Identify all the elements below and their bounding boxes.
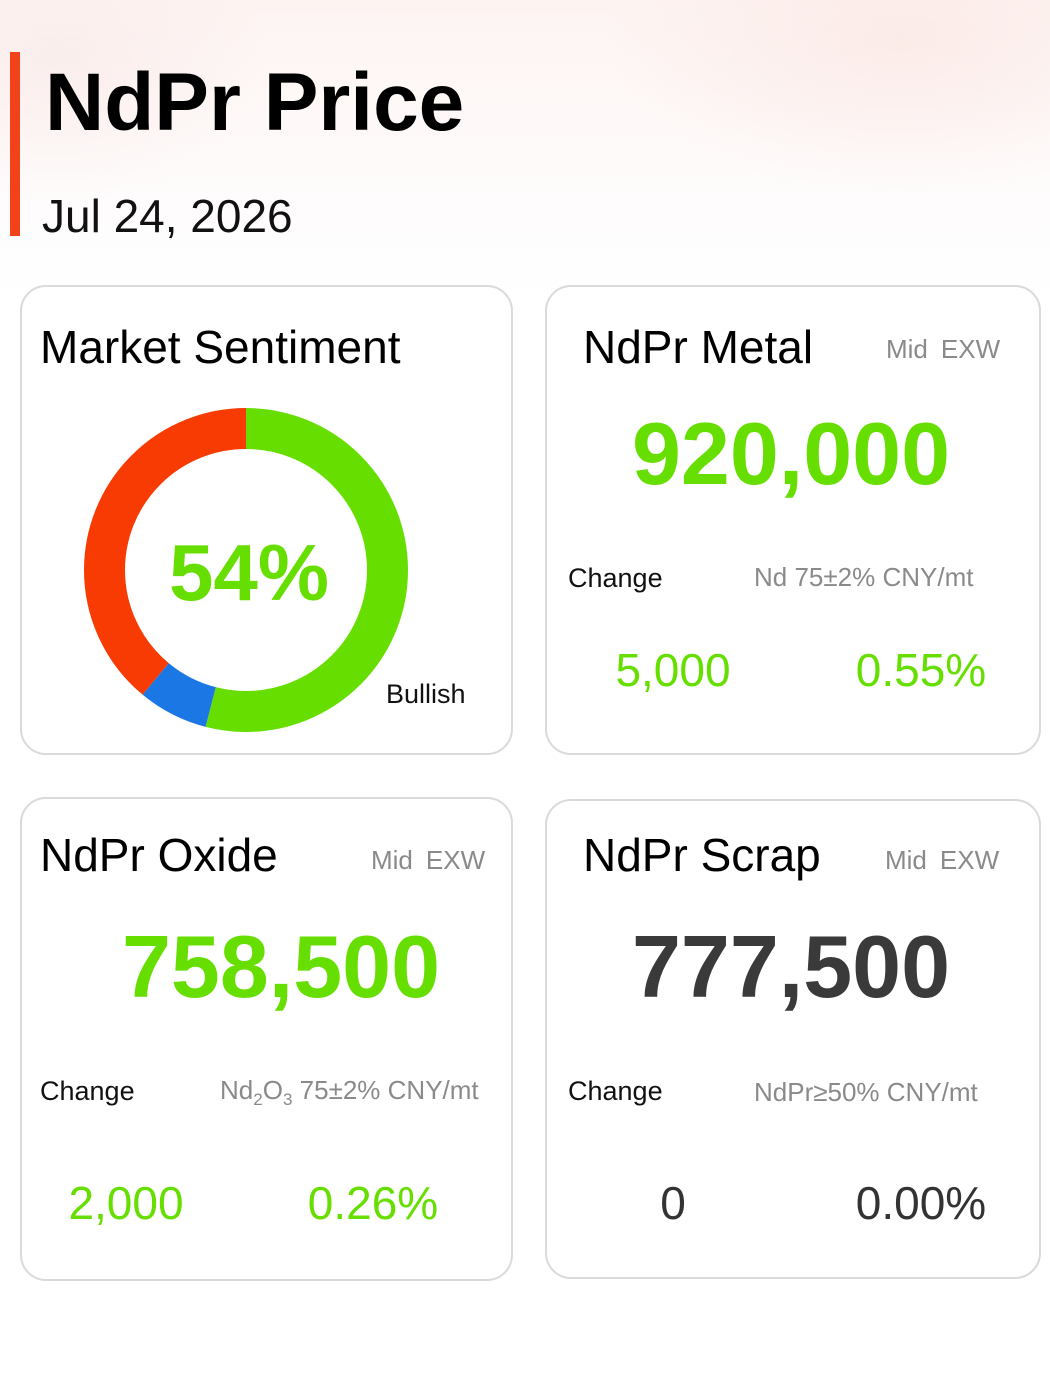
change-label: Change: [40, 1076, 135, 1106]
spec-text: 75±2% CNY/mt: [292, 1075, 479, 1105]
delivery-term: EXW: [939, 845, 1000, 875]
ndpr-oxide-card: NdPr Oxide Mid EXW 758,500 Change Nd2O3 …: [20, 797, 513, 1281]
price-meta: Mid EXW: [371, 847, 485, 873]
sentiment-donut: [84, 408, 408, 732]
sentiment-percentage: 54%: [168, 528, 330, 617]
card-title: NdPr Scrap: [583, 829, 821, 881]
spec-element: O: [262, 1075, 283, 1105]
spec-element: Nd: [220, 1075, 254, 1105]
price-meta: Mid EXW: [886, 336, 1000, 362]
card-title: NdPr Oxide: [40, 829, 278, 881]
page-title: NdPr Price: [45, 57, 465, 148]
price-date: Jul 24, 2026: [42, 190, 293, 242]
price-value: 777,500: [631, 917, 951, 1016]
title-accent-bar: [10, 52, 20, 236]
spec-subscript: 2: [253, 1090, 263, 1109]
price-meta: Mid EXW: [885, 847, 999, 873]
ndpr-metal-card: NdPr Metal Mid EXW 920,000 Change Nd 75±…: [545, 285, 1041, 755]
change-percent: 0.26%: [307, 1177, 439, 1229]
delivery-term: EXW: [425, 845, 486, 875]
change-percent: 0.00%: [855, 1177, 987, 1229]
price-type: Mid: [886, 334, 928, 364]
sentiment-label: Bullish: [386, 679, 466, 709]
change-label: Change: [568, 1076, 663, 1106]
spec-subscript: 3: [282, 1090, 293, 1109]
price-value: 920,000: [631, 404, 951, 503]
ndpr-scrap-card: NdPr Scrap Mid EXW 777,500 Change NdPr≥5…: [545, 799, 1041, 1279]
price-type: Mid: [371, 845, 413, 875]
donut-segment: [84, 408, 408, 732]
price-type: Mid: [885, 845, 927, 875]
change-amount: 0: [660, 1177, 686, 1229]
product-spec: Nd2O3 75±2% CNY/mt: [220, 1075, 479, 1108]
product-spec: NdPr≥50% CNY/mt: [754, 1077, 978, 1107]
product-spec: Nd 75±2% CNY/mt: [754, 562, 974, 592]
change-percent: 0.55%: [855, 644, 987, 696]
change-amount: 5,000: [615, 644, 731, 696]
card-title: Market Sentiment: [40, 321, 401, 373]
delivery-term: EXW: [940, 334, 1001, 364]
card-title: NdPr Metal: [583, 321, 814, 373]
change-label: Change: [568, 563, 663, 593]
change-amount: 2,000: [68, 1177, 184, 1229]
price-value: 758,500: [121, 917, 441, 1016]
market-sentiment-card: Market Sentiment 54% Bullish: [20, 285, 513, 755]
